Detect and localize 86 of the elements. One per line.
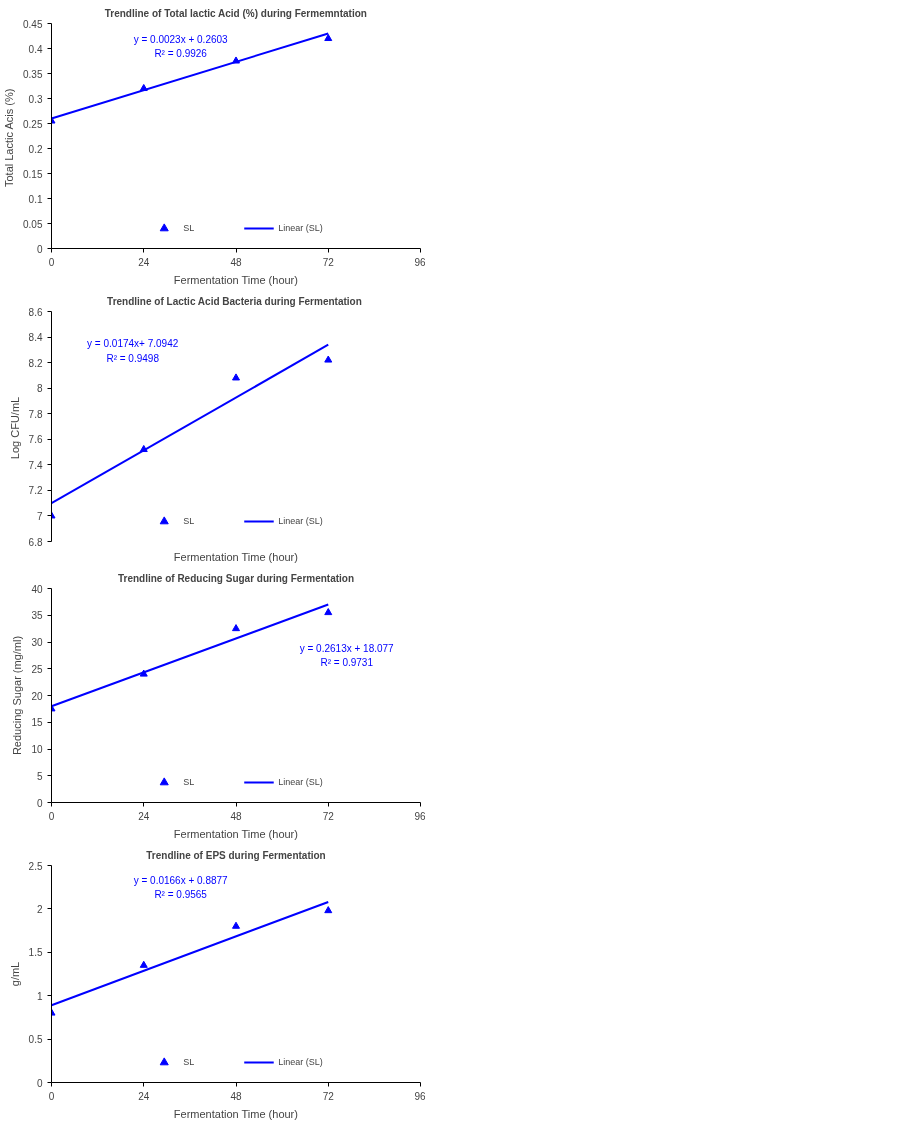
y-tick-label: 6.8: [28, 536, 43, 548]
x-tick-label: 0: [48, 1090, 55, 1102]
point: [232, 921, 240, 929]
y-tick-label: 0.05: [23, 218, 43, 230]
y-axis-title: Reducing Sugar (mg/ml): [11, 635, 24, 756]
y-tick-label: 20: [31, 690, 43, 702]
y-tick-label: 0.1: [28, 193, 43, 205]
point: [324, 355, 333, 363]
y-tick-label: 2: [36, 903, 43, 915]
legend-label: SL: [183, 1057, 196, 1067]
y-tick-label: 8.2: [28, 357, 43, 369]
y-tick-label: 8.4: [28, 332, 43, 344]
y-tick-label: 1.5: [28, 947, 43, 959]
chart-title: Trendline of EPS during Fermentation: [146, 849, 326, 861]
x-tick-label: 96: [414, 1090, 426, 1102]
x-tick-label: 96: [414, 810, 426, 822]
x-tick-label: 72: [322, 810, 335, 822]
y-tick-label: 8: [36, 383, 43, 395]
x-axis-title: Fermentation Time (hour): [173, 1107, 298, 1120]
y-tick-label: 0.15: [23, 168, 43, 180]
point: [232, 624, 240, 632]
x-tick-label: 24: [138, 810, 150, 822]
y-tick-label: 8.6: [28, 306, 43, 318]
x-tick-label: 72: [322, 1090, 335, 1102]
y-tick-label: 7.4: [28, 459, 43, 471]
annotation: R² = 0.9731: [320, 656, 374, 668]
legend-label: SL: [183, 223, 196, 233]
y-tick-label: 1: [36, 990, 43, 1002]
y-tick-label: 35: [31, 610, 43, 622]
legend-label: SL: [183, 777, 196, 787]
y-tick-label: 7.2: [28, 485, 43, 497]
legend-label: Linear (SL): [278, 1057, 323, 1067]
y-axis-title: Log CFU/mL: [8, 396, 21, 460]
y-tick-label: 40: [31, 583, 43, 595]
annotation: R² = 0.9565: [154, 889, 208, 901]
y-tick-label: 0: [36, 797, 43, 809]
chart-title: Trendline of Lactic Acid Bacteria during Fermentation: [107, 295, 362, 307]
y-tick-label: 0: [36, 1077, 43, 1089]
x-tick-label: 48: [230, 256, 242, 268]
annotation: R² = 0.9926: [154, 48, 208, 60]
x-tick-label: 72: [322, 256, 335, 268]
y-tick-label: 0.3: [28, 93, 43, 105]
annotation: y = 0.0023x + 0.2603: [133, 33, 229, 45]
legend-label: Linear (SL): [278, 516, 323, 526]
y-tick-label: 0.4: [28, 43, 43, 55]
x-tick-label: 24: [138, 256, 150, 268]
y-tick-label: 15: [31, 717, 43, 729]
x-tick-label: 48: [230, 1090, 242, 1102]
x-tick-label: 96: [414, 256, 426, 268]
y-tick-label: 0.25: [23, 118, 43, 130]
y-tick-label: 5: [36, 770, 43, 782]
chart-title: Trendline of Reducing Sugar during Fermentation: [117, 572, 355, 584]
point: [232, 373, 240, 381]
chart-title: Trendline of Total lactic Acid (%) during Fermemntation: [104, 7, 367, 19]
point: [139, 960, 148, 968]
y-tick-label: 0.2: [28, 143, 43, 155]
legend-label: SL: [183, 516, 196, 526]
point: [324, 906, 333, 914]
y-tick-label: 7: [36, 510, 43, 522]
x-tick-label: 24: [138, 1090, 150, 1102]
point: [324, 33, 333, 42]
y-tick-label: 7.6: [28, 434, 43, 446]
y-tick-label: 0.45: [23, 18, 43, 30]
y-tick-label: 7.8: [28, 408, 43, 420]
x-tick-label: 48: [230, 810, 242, 822]
annotation: R² = 0.9498: [106, 353, 160, 365]
y-tick-label: 25: [31, 663, 43, 675]
legend-label: Linear (SL): [278, 223, 323, 233]
y-tick-label: 0.5: [28, 1034, 43, 1046]
y-tick-label: 30: [31, 637, 43, 648]
y-tick-label: 0.35: [23, 68, 43, 80]
x-axis-title: Fermentation Time (hour): [173, 550, 298, 563]
x-axis-title: Fermentation Time (hour): [173, 827, 298, 840]
y-axis-title: g/mL: [8, 961, 21, 987]
y-tick-label: 2.5: [28, 860, 43, 872]
x-tick-label: 0: [48, 256, 55, 268]
y-axis-title: Total Lactic Acis (%): [3, 88, 16, 188]
point: [324, 608, 333, 616]
x-axis-title: Fermentation Time (hour): [173, 273, 298, 286]
annotation: y = 0.0166x + 0.8877: [133, 875, 229, 887]
annotation: y = 0.0174x+ 7.0942: [87, 338, 179, 350]
y-tick-label: 0: [36, 243, 43, 255]
y-tick-label: 10: [31, 744, 43, 755]
annotation: y = 0.2613x + 18.077: [299, 642, 395, 654]
legend-label: Linear (SL): [278, 777, 323, 787]
x-tick-label: 0: [48, 810, 55, 822]
